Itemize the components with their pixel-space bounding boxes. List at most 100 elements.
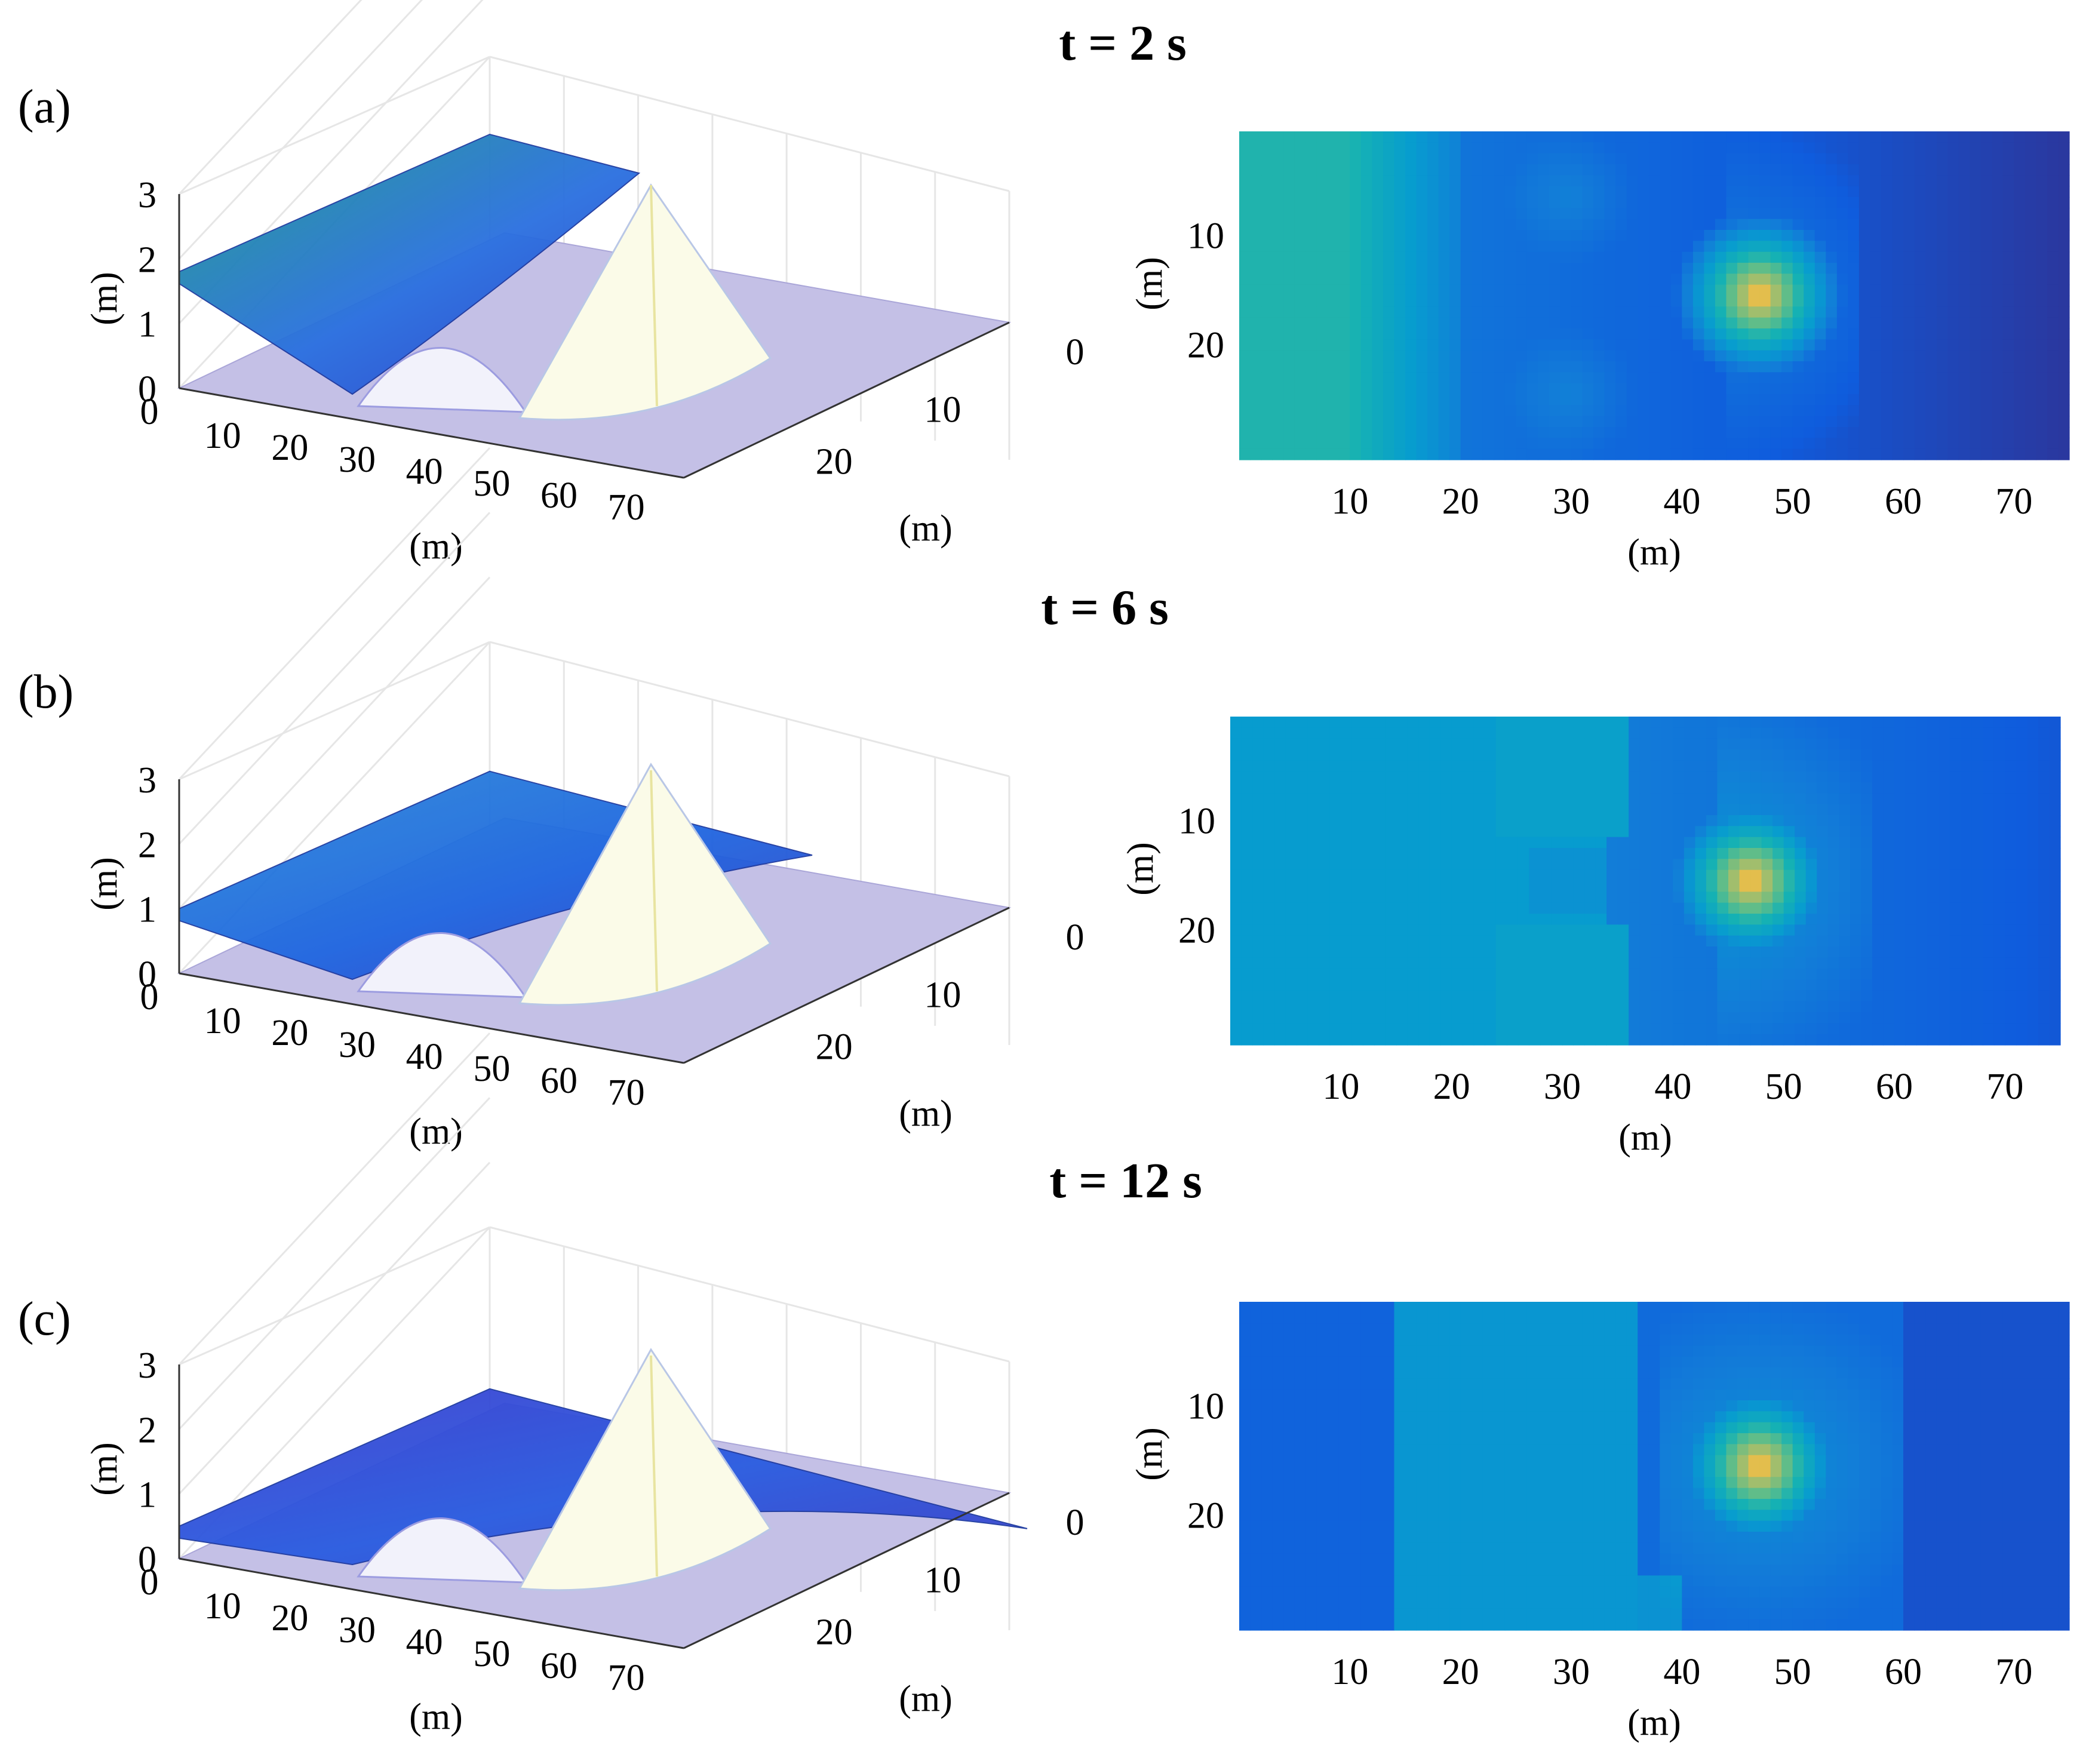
x-tick-label: 0: [140, 977, 159, 1018]
heatmap-plot: 10 20 30 40 50 60 70 (m) 10 20 (m): [1120, 717, 2061, 1158]
grid-line: [178, 512, 491, 845]
x-tick-label: 0: [140, 1562, 159, 1603]
panel-row-2: t = 6 s (b) 0 1 2 3 (m) 0 10 20 30 40 50 60 70 (m) 0 10 20…: [18, 447, 2061, 1158]
y-axis-label: (m): [1129, 257, 1170, 311]
x-tick-label: 50: [473, 463, 510, 504]
x-axis: [179, 1557, 684, 1649]
y-axis-label: (m): [1129, 1427, 1170, 1481]
x-tick-label: 50: [1765, 1067, 1802, 1107]
heatmap-plot: 10 20 30 40 50 60 70 (m) 10 20 (m): [1129, 131, 2070, 573]
z-tick-label: 3: [138, 175, 156, 216]
z-tick-label: 3: [138, 1345, 156, 1386]
mound-obstacle: [357, 932, 527, 998]
z-tick-label: 1: [138, 1475, 156, 1516]
y-axis-label: (m): [899, 508, 953, 549]
grid-line: [178, 576, 491, 909]
y-tick-label: 10: [924, 975, 961, 1016]
grid-line: [178, 0, 423, 260]
panel-title: t = 12 s: [1049, 1153, 1202, 1209]
x-tick-label: 30: [339, 440, 376, 480]
x-axis-label: (m): [409, 526, 463, 567]
y-axis: [683, 906, 1010, 1064]
panel-row-1: t = 2 s (a) 0 1 2 3 (m) 0 10 20 30 40 50 60 70 (m) 0 10 20…: [18, 0, 2070, 573]
x-tick-label: 60: [1876, 1067, 1913, 1107]
y-tick-label: 0: [1066, 332, 1085, 373]
z-tick-label: 0: [138, 369, 156, 410]
panel-label: (a): [18, 81, 71, 133]
x-axis: [179, 387, 684, 479]
x-tick-label: 70: [1986, 1067, 2023, 1107]
x-tick-label: 30: [1553, 1652, 1590, 1692]
z-tick-label: 2: [138, 239, 156, 280]
x-tick-label: 20: [271, 1013, 308, 1053]
water-surface: [179, 133, 641, 395]
surface-plot: 0 1 2 3 (m) 0 10 20 30 40 50 60 70 (m) 0 10 20 (m): [84, 1032, 1085, 1737]
x-tick-label: 0: [140, 392, 159, 432]
y-tick-label: 0: [1066, 917, 1085, 958]
grid-line: [178, 1032, 491, 1366]
y-axis: [683, 1492, 1010, 1649]
x-tick-label: 30: [339, 1025, 376, 1065]
x-tick-label: 60: [540, 1646, 577, 1686]
x-tick-label: 60: [540, 475, 577, 516]
x-tick-label: 50: [1774, 1652, 1811, 1692]
x-tick-label: 20: [1442, 1652, 1479, 1692]
panel-label: (c): [18, 1293, 71, 1345]
x-tick-label: 10: [1331, 1652, 1368, 1692]
z-axis-label: (m): [84, 1442, 125, 1496]
x-tick-label: 20: [271, 428, 308, 468]
x-tick-label: 40: [406, 1037, 443, 1077]
x-tick-label: 60: [540, 1061, 577, 1101]
y-axis: [683, 321, 1010, 479]
heatmap-plot: 10 20 30 40 50 60 70 (m) 10 20 (m): [1129, 1302, 2070, 1743]
x-tick-label: 70: [608, 1072, 645, 1113]
x-tick-label: 50: [473, 1634, 510, 1674]
x-tick-label: 40: [406, 1622, 443, 1662]
x-axis-label: (m): [409, 1697, 463, 1737]
z-tick-label: 0: [138, 954, 156, 995]
y-axis-label: (m): [1120, 842, 1161, 896]
grid-line: [178, 0, 363, 195]
x-tick-label: 10: [204, 1001, 241, 1041]
grid-line: [178, 1097, 491, 1430]
z-tick-label: 0: [138, 1539, 156, 1580]
surface-plot: 0 1 2 3 (m) 0 10 20 30 40 50 60 70 (m) 0 10 20 (m): [84, 0, 1085, 567]
y-tick-label: 20: [1187, 325, 1224, 366]
x-tick-label: 50: [1774, 481, 1811, 522]
x-tick-label: 40: [1663, 481, 1700, 522]
x-tick-label: 70: [608, 1658, 645, 1698]
x-tick-label: 10: [1322, 1067, 1359, 1107]
x-tick-label: 40: [1663, 1652, 1700, 1692]
x-axis-label: (m): [409, 1111, 463, 1152]
y-axis-label: (m): [899, 1679, 953, 1719]
y-tick-label: 20: [1178, 911, 1215, 951]
z-axis-label: (m): [84, 857, 125, 911]
x-tick-label: 60: [1885, 1652, 1922, 1692]
x-tick-label: 20: [1433, 1067, 1470, 1107]
cone-obstacle: [518, 1348, 772, 1591]
x-tick-label: 50: [473, 1049, 510, 1089]
panel-label: (b): [18, 666, 73, 718]
y-tick-label: 0: [1066, 1502, 1085, 1543]
grid-line: [178, 447, 491, 780]
y-tick-label: 10: [924, 390, 961, 431]
mound-obstacle: [357, 346, 527, 413]
z-tick-label: 3: [138, 760, 156, 801]
x-tick-label: 20: [1442, 481, 1479, 522]
y-tick-label: 10: [1178, 801, 1215, 841]
z-tick-label: 1: [138, 890, 156, 930]
x-tick-label: 30: [339, 1610, 376, 1651]
x-tick-label: 40: [406, 451, 443, 492]
x-tick-label: 70: [1995, 481, 2032, 522]
x-tick-label: 10: [1331, 481, 1368, 522]
x-tick-label: 40: [1654, 1067, 1691, 1107]
x-tick-label: 10: [204, 1586, 241, 1627]
grid-line: [178, 1161, 491, 1495]
z-tick-label: 2: [138, 825, 156, 865]
y-tick-label: 10: [1187, 216, 1224, 256]
cone-obstacle: [518, 763, 772, 1006]
panel-title: t = 6 s: [1041, 580, 1169, 635]
x-tick-label: 20: [271, 1598, 308, 1639]
x-tick-label: 30: [1544, 1067, 1581, 1107]
